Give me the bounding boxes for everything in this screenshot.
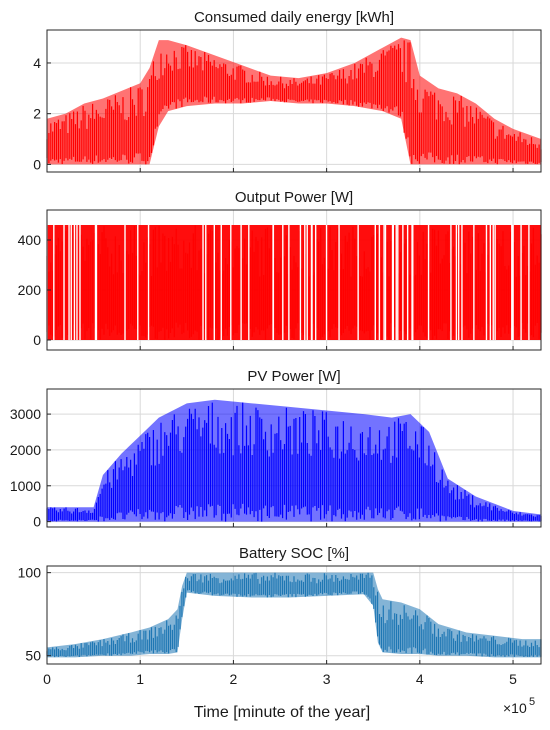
x-axis-label: Time [minute of the year] xyxy=(194,704,370,721)
y-tick-label: 0 xyxy=(33,156,41,172)
chart-title: Output Power [W] xyxy=(235,189,353,206)
x-tick-label: 5 xyxy=(509,671,517,687)
y-tick-label: 0 xyxy=(33,332,41,348)
x-tick-label: 0 xyxy=(43,671,51,687)
y-tick-label: 50 xyxy=(25,648,41,664)
y-tick-label: 1000 xyxy=(10,478,41,494)
x-tick-label: 3 xyxy=(323,671,331,687)
y-tick-label: 0 xyxy=(33,514,41,530)
subplot-3: 0 1000 2000 3000 PV Power [W] xyxy=(10,368,542,530)
chart-title: PV Power [W] xyxy=(247,368,340,385)
axes-frame xyxy=(46,565,542,665)
y-tick-label: 2000 xyxy=(10,442,41,458)
chart-title: Battery SOC [%] xyxy=(239,545,349,562)
y-tick-label: 4 xyxy=(33,55,41,71)
axes-frame xyxy=(46,209,542,351)
x-tick-label: 4 xyxy=(416,671,424,687)
subplot-1: 0 2 4 Consumed daily energy [kWh] xyxy=(33,9,542,173)
x-tick-label: 2 xyxy=(230,671,238,687)
y-tick-label: 200 xyxy=(18,282,42,298)
series-spikes xyxy=(46,572,542,658)
series-spikes xyxy=(46,402,542,522)
x-exponent-base: ×10 xyxy=(503,700,527,716)
y-tick-label: 2 xyxy=(33,106,41,122)
subplot-4: 50 100 0 1 2 3 4 5 Battery SOC [%] xyxy=(18,545,542,687)
chart-title: Consumed daily energy [kWh] xyxy=(194,9,394,26)
y-tick-label: 100 xyxy=(18,565,42,581)
x-exponent-power: 5 xyxy=(529,696,535,708)
y-tick-label: 400 xyxy=(18,232,42,248)
x-tick-label: 1 xyxy=(136,671,144,687)
subplot-2: 0 200 400 Output Power [W] xyxy=(18,189,542,351)
axes-frame xyxy=(46,29,542,173)
axes-frame xyxy=(46,388,542,528)
y-tick-label: 3000 xyxy=(10,406,41,422)
